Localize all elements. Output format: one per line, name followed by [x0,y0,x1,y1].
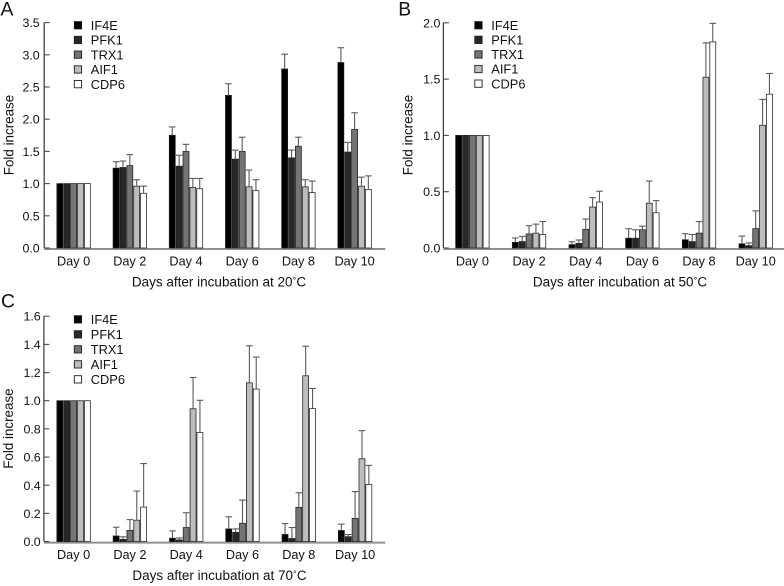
svg-text:3.0: 3.0 [22,48,39,62]
svg-text:2.0: 2.0 [22,113,39,127]
svg-text:Day 4: Day 4 [169,254,202,268]
svg-text:Day 10: Day 10 [335,548,375,562]
svg-text:0.4: 0.4 [23,479,40,493]
svg-text:PFK1: PFK1 [91,327,123,342]
svg-text:0.0: 0.0 [22,242,39,256]
svg-text:B: B [398,0,411,20]
svg-text:CDP6: CDP6 [491,76,525,91]
svg-text:IF4E: IF4E [91,312,118,327]
svg-text:2.0: 2.0 [423,16,440,30]
svg-text:Day 4: Day 4 [569,254,602,268]
svg-text:1.6: 1.6 [23,310,40,324]
svg-text:Fold increase: Fold increase [1,95,16,175]
svg-text:Day 8: Day 8 [282,548,315,562]
svg-text:Day 0: Day 0 [456,254,489,268]
svg-text:3.5: 3.5 [22,16,39,30]
svg-text:Days after incubation at 50°C: Days after incubation at 50°C [533,274,707,289]
svg-text:TRX1: TRX1 [91,342,124,357]
svg-text:0.0: 0.0 [23,535,40,549]
svg-text:Day 8: Day 8 [282,254,315,268]
svg-text:Day 6: Day 6 [226,548,259,562]
svg-text:IF4E: IF4E [91,18,118,33]
svg-text:2.5: 2.5 [22,81,39,95]
svg-text:0.8: 0.8 [23,422,40,436]
svg-text:TRX1: TRX1 [91,47,124,62]
svg-text:Day 6: Day 6 [226,254,259,268]
svg-text:TRX1: TRX1 [491,47,524,62]
svg-text:1.0: 1.0 [423,129,440,143]
svg-text:1.5: 1.5 [22,145,39,159]
svg-text:1.4: 1.4 [23,338,40,352]
svg-text:Day 2: Day 2 [513,254,546,268]
svg-text:AIF1: AIF1 [91,357,118,372]
svg-text:Day 8: Day 8 [682,254,715,268]
svg-text:Day 4: Day 4 [170,548,203,562]
svg-text:Day 0: Day 0 [57,254,90,268]
svg-text:Fold increase: Fold increase [1,388,16,468]
svg-text:0.5: 0.5 [423,185,440,199]
svg-text:AIF1: AIF1 [491,62,518,77]
svg-text:0.0: 0.0 [423,242,440,256]
svg-text:1.0: 1.0 [23,394,40,408]
svg-text:1.2: 1.2 [23,366,40,380]
svg-text:IF4E: IF4E [491,18,518,33]
svg-text:Fold increase: Fold increase [401,95,416,175]
svg-text:1.5: 1.5 [423,73,440,87]
svg-text:1.0: 1.0 [22,177,39,191]
svg-text:0.6: 0.6 [23,451,40,465]
svg-text:PFK1: PFK1 [91,33,123,48]
svg-text:Days after incubation at 70°C: Days after incubation at 70°C [132,568,306,583]
svg-text:Day 10: Day 10 [334,254,374,268]
svg-text:Day 2: Day 2 [113,254,146,268]
svg-text:AIF1: AIF1 [91,62,118,77]
svg-text:Day 10: Day 10 [736,254,776,268]
svg-text:CDP6: CDP6 [91,77,125,92]
svg-text:Day 6: Day 6 [626,254,659,268]
svg-text:0.5: 0.5 [22,209,39,223]
svg-text:CDP6: CDP6 [91,372,125,387]
svg-text:Days after incubation at 20°C: Days after incubation at 20°C [132,274,306,289]
svg-text:Day 2: Day 2 [113,548,146,562]
svg-text:A: A [1,0,14,21]
svg-text:0.2: 0.2 [23,507,40,521]
svg-text:C: C [1,291,15,312]
svg-text:Day 0: Day 0 [57,548,90,562]
svg-text:PFK1: PFK1 [491,33,523,48]
